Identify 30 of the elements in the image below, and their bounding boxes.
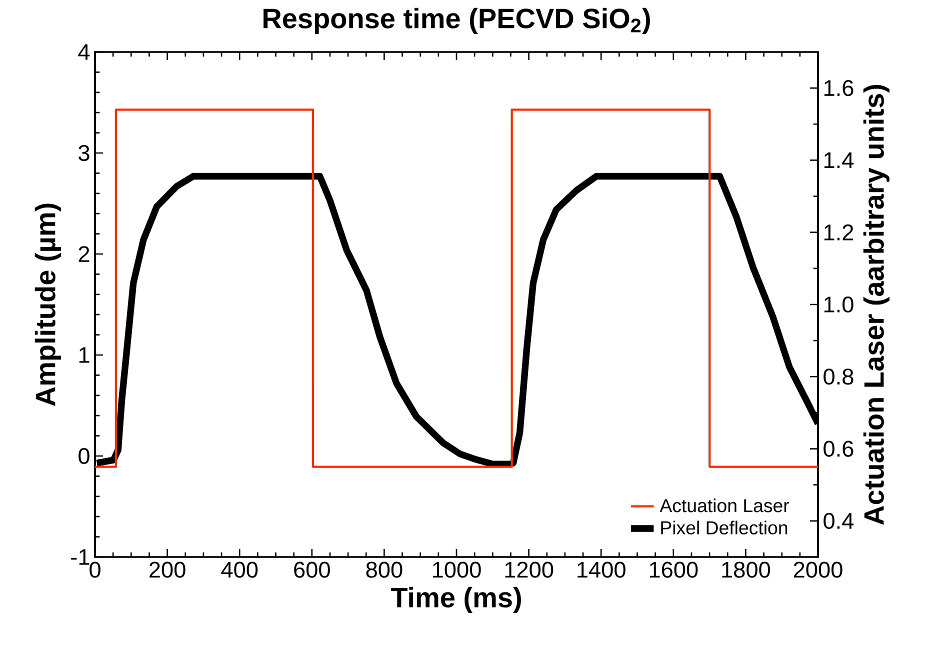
- y-tick-label: 0: [78, 448, 90, 464]
- y-tick-label: 1: [79, 347, 90, 363]
- y2-tick-label: 0.8: [824, 368, 854, 385]
- x-tick-label: 1600: [650, 562, 698, 578]
- x-tick-label: 600: [294, 562, 330, 578]
- x-tick-label: 200: [150, 562, 186, 578]
- y-tick-label: -1: [71, 549, 90, 565]
- y-tick-label: 4: [78, 44, 90, 60]
- x-tick-label: 800: [366, 562, 402, 578]
- x-axis-title: Time (ms): [390, 586, 521, 614]
- y2-tick-label: 0.6: [824, 440, 854, 457]
- y2-tick-label: 1.6: [824, 80, 854, 96]
- x-tick-label: 2000: [794, 562, 842, 578]
- x-tick-label: 1200: [505, 562, 554, 578]
- y2-tick-label: 1.2: [824, 224, 854, 240]
- y2-tick-label: 1.4: [824, 152, 854, 168]
- y2-axis-title: Actuation Laser (aarbitrary units): [863, 84, 890, 525]
- y2-tick-label: 1.0: [824, 296, 854, 313]
- y-axis-title: Amplitude (µm): [34, 204, 61, 406]
- x-tick-label: 1400: [578, 562, 626, 578]
- y-tick-label: 3: [78, 144, 90, 162]
- y2-tick-label: 0.4: [824, 512, 854, 529]
- legend-label: Actuation Laser: [660, 498, 790, 512]
- x-tick-label: 0: [90, 562, 100, 578]
- x-tick-label: 1000: [433, 562, 481, 578]
- x-tick-label: 1800: [722, 562, 770, 578]
- y-tick-label: 2: [78, 246, 90, 262]
- legend-label: Pixel Deflection: [661, 520, 788, 534]
- x-tick-label: 400: [221, 562, 258, 578]
- chart-title: Response time (PECVD SiO$_{2}$): [264, 8, 650, 34]
